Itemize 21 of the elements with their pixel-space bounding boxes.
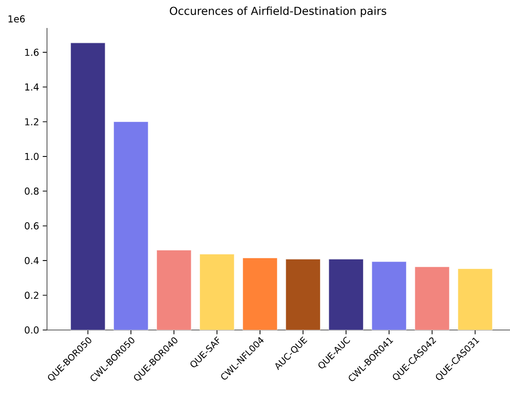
bar	[372, 261, 406, 330]
text: 1e6	[8, 15, 25, 22]
bar	[156, 250, 192, 330]
y-tick-label: 0.4	[24, 256, 39, 264]
bar	[328, 259, 364, 330]
y-tick-label: 0.2	[24, 292, 38, 299]
y-tick-label: 1.4	[25, 84, 39, 90]
y-tick-label: 0.0	[24, 326, 39, 334]
bar	[458, 268, 493, 330]
bar	[70, 42, 106, 330]
y-tick-label: 1.2	[25, 118, 38, 126]
y-tick-label: 1.0	[25, 152, 39, 160]
bar	[286, 259, 320, 330]
chart-title: Occurences of Airfield-Destination pairs	[170, 6, 386, 18]
y-tick-label: 0.6	[24, 222, 39, 230]
bar	[114, 122, 148, 330]
bar	[414, 266, 450, 330]
y-tick-label: 1.6	[25, 48, 39, 56]
bar	[242, 258, 278, 330]
y-tick-label: 0.8	[24, 188, 39, 195]
bar	[200, 254, 234, 330]
